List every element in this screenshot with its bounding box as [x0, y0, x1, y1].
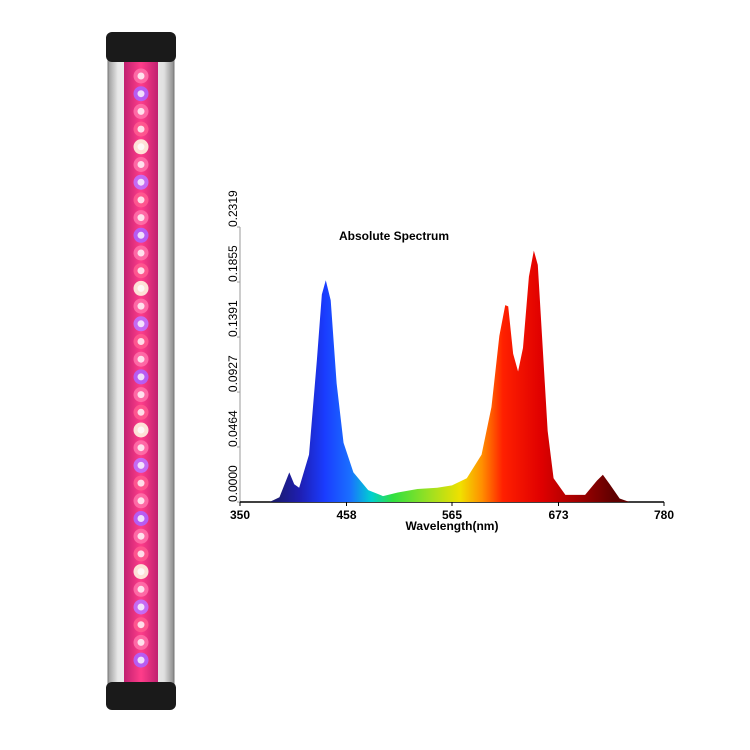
led-core — [137, 72, 145, 80]
led-core — [137, 90, 145, 98]
spectrum-area — [269, 250, 630, 502]
led-core — [137, 656, 145, 664]
y-tick-label: 0.0927 — [226, 355, 240, 392]
led-core — [137, 444, 145, 452]
y-tick-label: 0.2319 — [226, 190, 240, 227]
led-core — [137, 479, 145, 487]
y-tick-label: 0.1855 — [226, 245, 240, 282]
led-core — [137, 338, 145, 345]
y-tick-label: 0.0000 — [226, 465, 240, 502]
led-core — [137, 107, 145, 115]
led-core — [137, 568, 145, 576]
led-core — [137, 143, 145, 151]
x-tick-label: 780 — [654, 508, 674, 522]
led-core — [137, 408, 145, 416]
led-core — [137, 603, 145, 611]
led-core — [137, 231, 145, 239]
x-tick-label: 350 — [230, 508, 250, 522]
led-core — [137, 515, 145, 522]
y-tick-label: 0.0464 — [226, 410, 240, 447]
led-core — [137, 621, 145, 629]
led-core — [137, 461, 145, 469]
led-core — [137, 125, 145, 133]
led-core — [137, 550, 145, 558]
led-core — [137, 214, 145, 222]
x-tick-label: 673 — [548, 508, 568, 522]
led-core — [137, 497, 145, 505]
led-core — [137, 638, 145, 646]
grow-light — [106, 32, 176, 710]
x-axis-label: Wavelength(nm) — [406, 519, 499, 533]
chart-title: Absolute Spectrum — [339, 229, 449, 243]
x-tick-label: 565 — [442, 508, 462, 522]
led-core — [137, 267, 145, 275]
led-core — [137, 391, 145, 399]
led-core — [137, 249, 145, 257]
end-cap — [106, 682, 176, 710]
led-core — [137, 178, 145, 186]
led-core — [137, 426, 145, 434]
led-core — [137, 196, 145, 204]
led-core — [137, 585, 145, 593]
led-core — [137, 284, 145, 292]
led-core — [137, 355, 145, 363]
led-core — [137, 373, 145, 381]
x-tick-label: 458 — [336, 508, 356, 522]
led-core — [137, 532, 145, 540]
end-cap — [106, 32, 176, 62]
led-core — [137, 302, 145, 310]
led-core — [137, 320, 145, 328]
led-core — [137, 161, 145, 168]
y-tick-label: 0.1391 — [226, 300, 240, 337]
